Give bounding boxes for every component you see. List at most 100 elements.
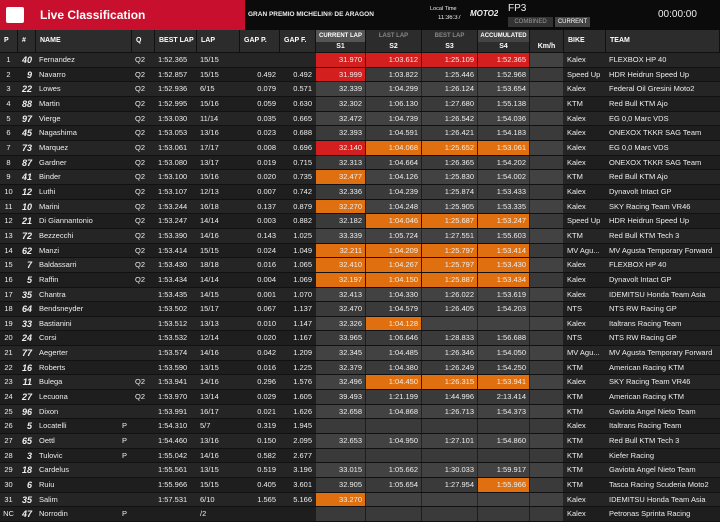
cell-lap: 13/15 [200, 465, 219, 475]
cell-q: Q2 [135, 216, 146, 226]
local-time-label: Local Time [430, 6, 457, 12]
cell-p: 31 [4, 494, 13, 504]
cell-speed [530, 419, 563, 434]
cell-gf: 0.882 [293, 216, 312, 226]
cell-q [132, 361, 154, 375]
cell-q: Q2 [135, 186, 146, 196]
cell-s3: 1:25.830 [422, 170, 477, 184]
cell-s3: 1:25.652 [422, 140, 477, 155]
column-header: Km/h [530, 42, 564, 52]
cell-s3: 1:25.687 [422, 214, 477, 228]
cell-s1: 31.970 [316, 53, 365, 67]
cell-speed [530, 199, 563, 214]
cell-s1: 32.393 [316, 126, 365, 140]
column-header: S3 [422, 42, 478, 52]
cell-team: Petronas Sprinta Racing [609, 509, 691, 519]
cell-speed [530, 214, 563, 228]
cell-p: 27 [4, 436, 13, 446]
lap-view-tab[interactable]: LAST LAP [366, 30, 422, 42]
cell-bike: KTM [567, 230, 583, 240]
cell-s1: 32.653 [316, 434, 365, 448]
cell-no: 47 [21, 509, 32, 520]
cell-s3: 1:30.033 [422, 463, 477, 478]
cell-speed [530, 96, 563, 111]
cell-no: 73 [21, 142, 32, 153]
current-tab[interactable]: CURRENT [555, 17, 590, 27]
cell-p: 15 [4, 260, 13, 270]
cell-gp: 0.319 [257, 421, 276, 431]
cell-team: IDEMITSU Honda Team Asia [609, 494, 706, 504]
cell-p: 23 [4, 377, 13, 387]
cell-s3: 1:26.346 [422, 346, 477, 360]
cell-speed [530, 492, 563, 507]
cell-no: 5 [26, 274, 32, 285]
cell-speed [530, 111, 563, 126]
cell-q [132, 346, 154, 360]
column-header: S1 [316, 42, 366, 52]
cell-speed [530, 140, 563, 155]
cell-best: 1:53.991 [158, 406, 188, 416]
cell-best: 1:52.936 [158, 84, 188, 94]
cell-gp: 0.016 [257, 362, 276, 372]
cell-gf: 0.715 [293, 157, 312, 167]
cell-gf: 0.696 [293, 142, 312, 152]
cell-no: 77 [21, 348, 32, 359]
cell-p: 25 [4, 406, 13, 416]
cell-no: 33 [21, 318, 32, 329]
cell-s3 [422, 448, 477, 463]
cell-q [132, 434, 154, 448]
cell-name: Roberts [39, 362, 66, 372]
pit-flag: P [121, 436, 127, 446]
cell-s4 [478, 507, 529, 521]
cell-bike: Kalex [567, 157, 586, 167]
cell-bike: KTM [567, 362, 583, 372]
column-header: TEAM [606, 30, 720, 52]
cell-s3: 1:26.542 [422, 111, 477, 126]
cell-s4: 1:54.203 [478, 302, 529, 316]
cell-lap: 15/15 [200, 245, 219, 255]
cell-bike: Kalex [567, 186, 586, 196]
cell-bike: Kalex [567, 142, 586, 152]
cell-team: ONEXOX TKKR SAG Team [609, 128, 702, 138]
cell-bike: Kalex [567, 260, 586, 270]
cell-best: 1:55.966 [158, 480, 188, 490]
cell-p: 6 [6, 128, 11, 138]
cell-team: Tasca Racing Scuderia Moto2 [609, 480, 709, 490]
combined-tab[interactable]: COMBINED [508, 17, 553, 27]
cell-team: Italtrans Racing Team [609, 421, 682, 431]
session-name: FP3 [508, 3, 527, 14]
cell-gp: 0.079 [257, 84, 276, 94]
cell-gp: 0.008 [257, 142, 276, 152]
cell-p: 24 [4, 392, 13, 402]
lap-view-tab[interactable]: CURRENT LAP [316, 30, 366, 42]
cell-name: Lecuona [39, 392, 68, 402]
lap-view-tab[interactable]: BEST LAP [422, 30, 478, 42]
menu-button[interactable] [6, 7, 24, 23]
cell-s1: 32.313 [316, 155, 365, 170]
cell-lap: 5/7 [200, 421, 211, 431]
cell-lap: 16/17 [200, 406, 219, 416]
cell-no: 6 [26, 480, 32, 491]
cell-q [132, 463, 154, 477]
cell-best: 1:54.460 [158, 436, 188, 446]
cell-no: 11 [22, 377, 32, 388]
cell-best: 1:53.430 [158, 260, 188, 270]
cell-name: Tulovic [39, 450, 63, 460]
cell-s2: 1:05.654 [366, 478, 421, 492]
lap-view-tab [530, 30, 564, 42]
cell-p: 19 [4, 318, 13, 328]
cell-s3: 1:26.315 [422, 375, 477, 390]
cell-name: Baldassarri [39, 260, 77, 270]
cell-speed [530, 228, 563, 243]
cell-q [132, 317, 154, 331]
cell-gf: 1.167 [293, 333, 312, 343]
cell-s1: 32.339 [316, 82, 365, 96]
cell-s4: 1:54.050 [478, 346, 529, 360]
lap-view-tab[interactable]: ACCUMULATED [478, 30, 530, 42]
cell-team: Red Bull KTM Ajo [609, 172, 668, 182]
cell-gf: 0.630 [293, 98, 312, 108]
cell-best: 1:55.561 [158, 465, 188, 475]
cell-gf: 1.576 [293, 377, 312, 387]
cell-bike: KTM [567, 172, 583, 182]
cell-best: 1:57.531 [158, 494, 188, 504]
